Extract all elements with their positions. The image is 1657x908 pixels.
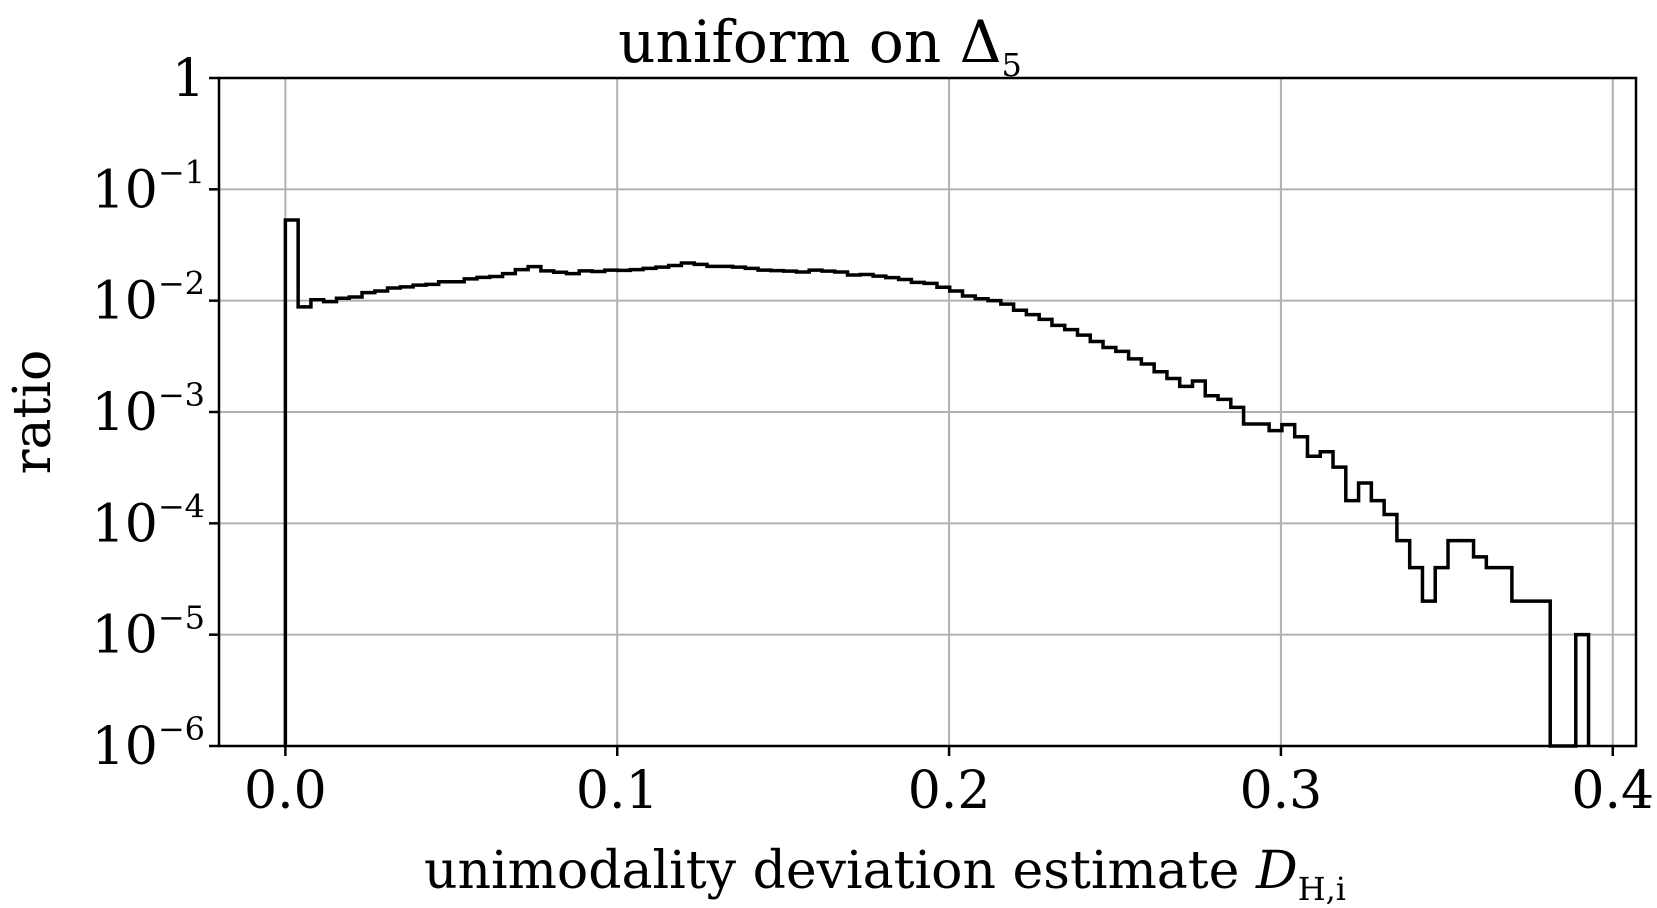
y-tick-label: 10−1 bbox=[92, 153, 205, 220]
y-tick-label: 10−4 bbox=[92, 487, 205, 554]
y-tick-label: 10−3 bbox=[92, 376, 205, 443]
x-tick-label: 0.0 bbox=[244, 761, 327, 821]
grid-lines bbox=[219, 78, 1636, 746]
x-tick-label: 0.1 bbox=[576, 761, 659, 821]
chart-title: uniform on Δ5 bbox=[618, 8, 1022, 84]
y-axis-ticks: 1 10−1 10−2 10−3 10−4 10−5 10−6 bbox=[92, 49, 219, 777]
x-axis-label: unimodality deviation estimate DH,i bbox=[424, 841, 1346, 908]
x-axis-ticks: 0.0 0.1 0.2 0.3 0.4 bbox=[244, 746, 1654, 821]
y-tick-label: 1 bbox=[172, 49, 205, 109]
histogram-series-line bbox=[283, 218, 1591, 748]
y-tick-label: 10−5 bbox=[92, 599, 205, 666]
y-tick-label: 10−2 bbox=[92, 265, 205, 332]
x-tick-label: 0.2 bbox=[908, 761, 991, 821]
y-axis-label: ratio bbox=[3, 350, 63, 475]
x-tick-label: 0.3 bbox=[1240, 761, 1323, 821]
y-tick-label: 10−6 bbox=[92, 710, 205, 777]
x-tick-label: 0.4 bbox=[1571, 761, 1654, 821]
